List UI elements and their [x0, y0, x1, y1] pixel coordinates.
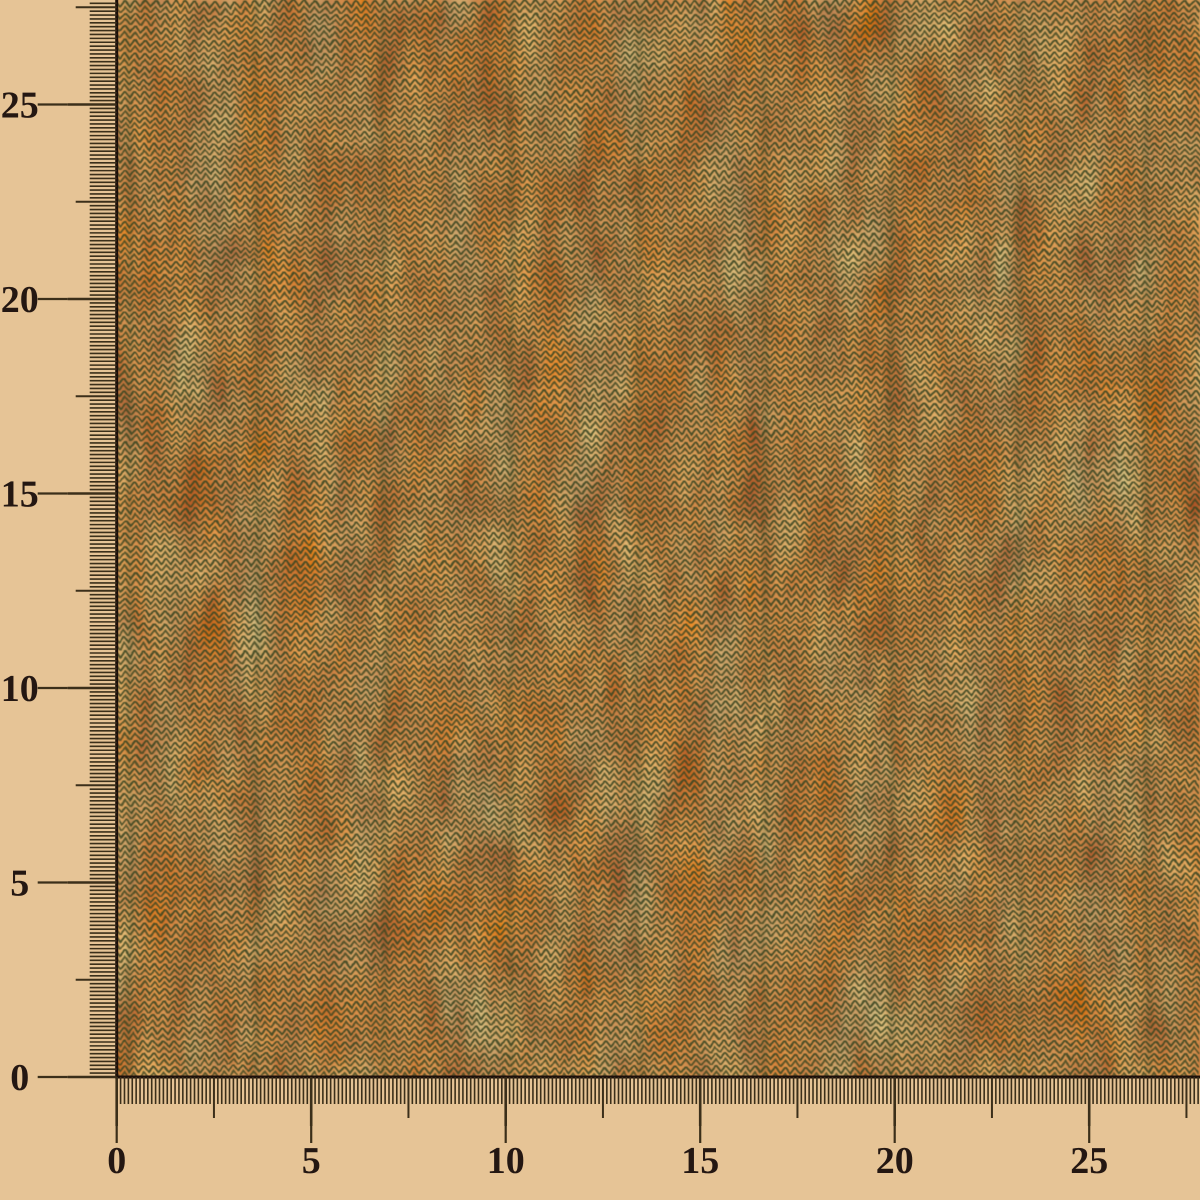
svg-text:15: 15 — [681, 1140, 719, 1182]
svg-text:5: 5 — [10, 863, 29, 905]
svg-text:25: 25 — [1, 85, 39, 127]
svg-text:10: 10 — [1, 668, 39, 710]
svg-text:0: 0 — [10, 1057, 29, 1099]
svg-text:0: 0 — [107, 1140, 126, 1182]
svg-text:10: 10 — [487, 1140, 525, 1182]
svg-text:15: 15 — [1, 474, 39, 516]
svg-text:5: 5 — [302, 1140, 321, 1182]
svg-text:20: 20 — [876, 1140, 914, 1182]
svg-text:25: 25 — [1070, 1140, 1108, 1182]
svg-text:20: 20 — [1, 279, 39, 321]
